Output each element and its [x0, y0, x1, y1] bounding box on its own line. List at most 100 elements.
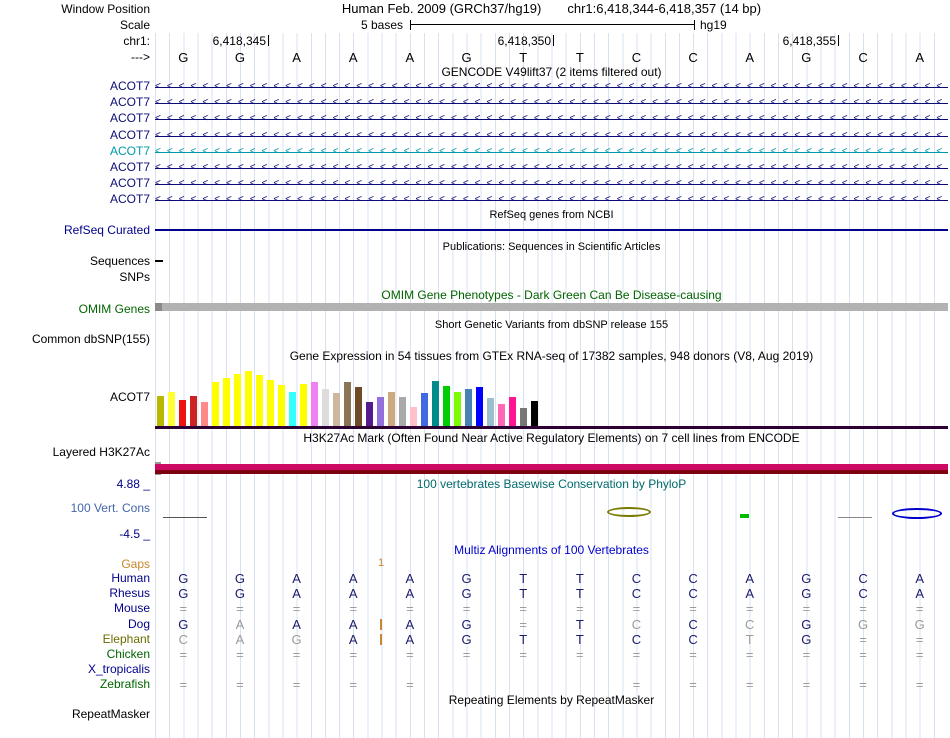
snps-label[interactable]: SNPs	[119, 270, 150, 284]
common-dbsnp-label[interactable]: Common dbSNP(155)	[31, 332, 150, 346]
refseq-curated-label[interactable]: RefSeq Curated	[63, 223, 150, 237]
gencode-gene-label[interactable]: ACOT7	[109, 160, 150, 174]
h3k27ac-magenta-bar[interactable]	[155, 464, 948, 470]
alignment-base	[608, 662, 665, 677]
gencode-gene-row[interactable]: <<<<<<<<<<<<<<<<<<<<<<<<<<<<<<<<<<<<<<<<…	[155, 144, 948, 160]
gene-intron-line	[155, 168, 948, 169]
gene-intron-line	[155, 184, 948, 185]
refseq-curated-line[interactable]	[155, 229, 948, 231]
alignment-base: =	[519, 601, 527, 616]
alignment-base: =	[689, 647, 697, 662]
alignment-base	[551, 677, 608, 692]
gencode-gene-row[interactable]: <<<<<<<<<<<<<<<<<<<<<<<<<<<<<<<<<<<<<<<<…	[155, 176, 948, 192]
h3k27ac-title[interactable]: H3K27Ac Mark (Often Found Near Active Re…	[303, 431, 800, 445]
multiz-title[interactable]: Multiz Alignments of 100 Vertebrates	[454, 543, 649, 557]
phylop-max-label: 4.88 _	[116, 477, 150, 491]
h3k27ac-darkred-bar[interactable]	[155, 470, 948, 474]
alignment-base	[721, 662, 778, 677]
coordinate-tick	[838, 35, 839, 46]
gtex-expression-bar	[190, 396, 197, 426]
alignment-base: T	[575, 571, 584, 586]
multiz-species-row[interactable]: = = = = = = = = = = = = = =	[155, 601, 948, 616]
alignment-base: A	[405, 586, 415, 601]
species-label[interactable]: Zebrafish	[99, 677, 150, 691]
alignment-base	[665, 662, 722, 677]
gencode-gene-label[interactable]: ACOT7	[109, 192, 150, 206]
layered-h3k27ac-label[interactable]: Layered H3K27Ac	[52, 445, 150, 459]
coordinate-tick	[553, 35, 554, 46]
sequences-item[interactable]	[155, 260, 163, 262]
gencode-gene-row[interactable]: <<<<<<<<<<<<<<<<<<<<<<<<<<<<<<<<<<<<<<<<…	[155, 160, 948, 176]
gencode-gene-label[interactable]: ACOT7	[109, 79, 150, 93]
alignment-base	[551, 662, 608, 677]
alignment-base: =	[745, 647, 754, 662]
gtex-expression-bar	[267, 380, 274, 426]
gtex-expression-bar	[509, 397, 516, 426]
species-label[interactable]: Chicken	[106, 647, 150, 661]
omim-title[interactable]: OMIM Gene Phenotypes - Dark Green Can Be…	[381, 288, 722, 302]
gencode-title[interactable]: GENCODE V49lift37 (2 items filtered out)	[441, 65, 662, 79]
gencode-gene-label[interactable]: ACOT7	[109, 128, 150, 142]
scale-label: Scale	[119, 18, 150, 32]
alignment-base: T	[519, 571, 528, 586]
alignment-base: =	[236, 601, 244, 616]
repeatmasker-title[interactable]: Repeating Elements by RepeatMasker	[448, 693, 655, 707]
multiz-species-row[interactable]: = = = = = = = = = = =	[155, 677, 948, 692]
gtex-expression-bar	[322, 389, 329, 426]
species-label[interactable]: Elephant	[102, 632, 150, 646]
gtex-gene-label[interactable]: ACOT7	[109, 390, 150, 404]
species-label[interactable]: Rhesus	[109, 586, 150, 600]
species-label[interactable]: Mouse	[113, 601, 150, 615]
reference-base: A	[915, 50, 924, 65]
dbsnp-title[interactable]: Short Genetic Variants from dbSNP releas…	[434, 319, 669, 331]
refseq-title[interactable]: RefSeq genes from NCBI	[489, 209, 614, 221]
track-area[interactable]: Human Feb. 2009 (GRCh37/hg19) chr1:6,418…	[155, 0, 948, 738]
gtex-expression-bar	[355, 387, 362, 426]
alignment-base: A	[405, 571, 415, 586]
gencode-gene-row[interactable]: <<<<<<<<<<<<<<<<<<<<<<<<<<<<<<<<<<<<<<<<…	[155, 128, 948, 144]
repeatmasker-label[interactable]: RepeatMasker	[71, 707, 150, 721]
multiz-species-row[interactable]: = = = = = = = = = = = = = =	[155, 647, 948, 662]
gaps-label[interactable]: Gaps	[121, 557, 150, 571]
reference-base: A	[405, 50, 415, 65]
alignment-insert-tick	[380, 619, 382, 630]
multiz-species-row[interactable]: C A G A A G T T C C T G = =	[155, 632, 948, 647]
species-label[interactable]: Human	[111, 571, 150, 585]
multiz-species-row[interactable]	[155, 662, 948, 677]
alignment-base: T	[519, 632, 528, 647]
species-label[interactable]: X_tropicalis	[87, 662, 150, 676]
gtex-expression-bar	[454, 392, 461, 426]
gencode-gene-label[interactable]: ACOT7	[109, 144, 150, 158]
gtex-title[interactable]: Gene Expression in 54 tissues from GTEx …	[289, 349, 814, 363]
phylop-title[interactable]: 100 vertebrates Basewise Conservation by…	[416, 477, 687, 491]
publications-title[interactable]: Publications: Sequences in Scientific Ar…	[442, 241, 661, 253]
omim-genes-label[interactable]: OMIM Genes	[78, 302, 150, 316]
alignment-base: =	[349, 647, 358, 662]
gencode-gene-row[interactable]: <<<<<<<<<<<<<<<<<<<<<<<<<<<<<<<<<<<<<<<<…	[155, 111, 948, 127]
vert-cons-label[interactable]: 100 Vert. Cons	[70, 501, 150, 515]
omim-genes-bar-left	[155, 303, 162, 311]
scale-value: 5 bases	[360, 18, 403, 32]
multiz-species-row[interactable]: G A A A A G = T C C C G G G	[155, 617, 948, 632]
gencode-gene-label[interactable]: ACOT7	[109, 176, 150, 190]
gtex-expression-bar	[531, 401, 538, 426]
gencode-gene-row[interactable]: <<<<<<<<<<<<<<<<<<<<<<<<<<<<<<<<<<<<<<<<…	[155, 192, 948, 208]
gencode-gene-label[interactable]: ACOT7	[109, 95, 150, 109]
gencode-gene-row[interactable]: <<<<<<<<<<<<<<<<<<<<<<<<<<<<<<<<<<<<<<<<…	[155, 95, 948, 111]
alignment-base: =	[462, 647, 471, 662]
gtex-expression-bar	[421, 393, 428, 426]
alignment-base: G	[914, 617, 925, 632]
gencode-gene-label[interactable]: ACOT7	[109, 111, 150, 125]
alignment-base: =	[915, 647, 924, 662]
gencode-gene-row[interactable]: <<<<<<<<<<<<<<<<<<<<<<<<<<<<<<<<<<<<<<<<…	[155, 79, 948, 95]
omim-genes-bar[interactable]	[155, 303, 948, 311]
alignment-base: G	[178, 586, 189, 601]
gtex-expression-bar	[333, 393, 340, 426]
strand-label[interactable]: --->	[131, 50, 150, 64]
sequences-label[interactable]: Sequences	[89, 254, 150, 268]
species-label[interactable]: Dog	[127, 617, 150, 631]
alignment-base: T	[575, 617, 584, 632]
gtex-bar-chart[interactable]	[157, 368, 946, 426]
